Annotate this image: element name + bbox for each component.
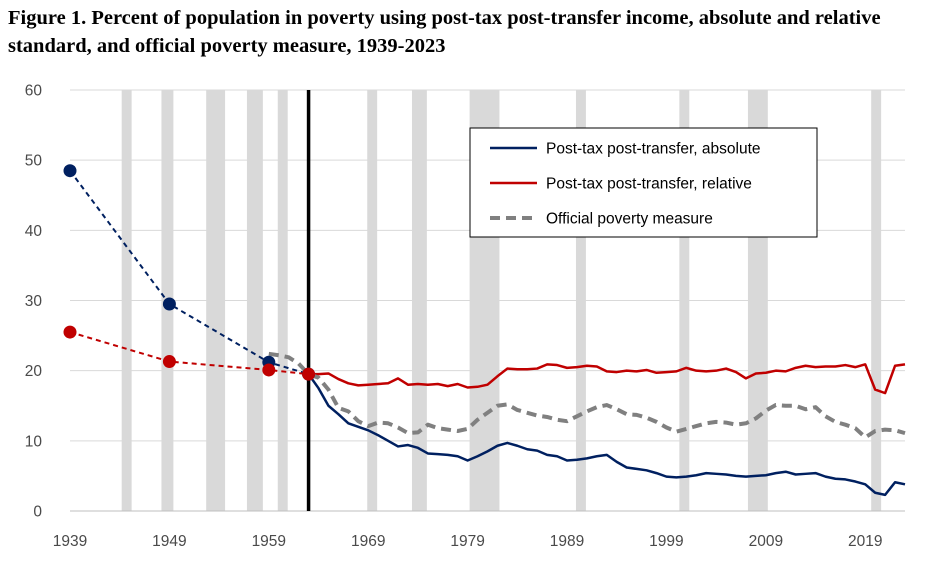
- y-tick-label: 10: [25, 433, 43, 450]
- series-connector-dashed: [69, 331, 309, 376]
- series-line: [308, 363, 906, 395]
- legend: Post-tax post-transfer, absolute Post-tax…: [469, 127, 818, 238]
- x-axis-ticks: 1939 1949 1959 1969 1979 1989 1999 2009 2019: [53, 533, 883, 550]
- series-line: [268, 351, 906, 440]
- x-tick-label: 1939: [53, 533, 87, 550]
- x-tick-label: 1969: [351, 533, 385, 550]
- data-point: [162, 297, 176, 311]
- x-tick-label: 1949: [152, 533, 186, 550]
- legend-label: Post-tax post-transfer, relative: [546, 176, 752, 193]
- x-tick-label: 1989: [550, 533, 584, 550]
- y-tick-label: 0: [33, 504, 42, 521]
- y-tick-label: 40: [25, 223, 43, 240]
- y-tick-label: 20: [25, 363, 43, 380]
- x-tick-label: 1959: [252, 533, 286, 550]
- series-connector-dashed: [69, 170, 309, 376]
- data-point: [302, 367, 316, 381]
- x-tick-label: 1979: [450, 533, 484, 550]
- x-tick-label: 2019: [848, 533, 882, 550]
- series-lines: [69, 170, 906, 497]
- chart-title: Figure 1. Percent of population in pover…: [8, 7, 881, 57]
- x-tick-label: 1999: [649, 533, 683, 550]
- y-tick-label: 50: [25, 153, 43, 170]
- series-markers: [63, 164, 316, 381]
- data-point: [262, 363, 276, 377]
- y-tick-label: 30: [25, 293, 43, 310]
- data-point: [63, 164, 77, 178]
- legend-label: Official poverty measure: [546, 211, 713, 228]
- data-point: [162, 355, 176, 369]
- data-point: [63, 325, 77, 339]
- x-tick-label: 2009: [749, 533, 783, 550]
- legend-label: Post-tax post-transfer, absolute: [546, 141, 761, 158]
- series-line: [307, 373, 906, 497]
- y-tick-label: 60: [25, 83, 43, 100]
- y-axis-ticks: 0 10 20 30 40 50 60: [25, 83, 43, 521]
